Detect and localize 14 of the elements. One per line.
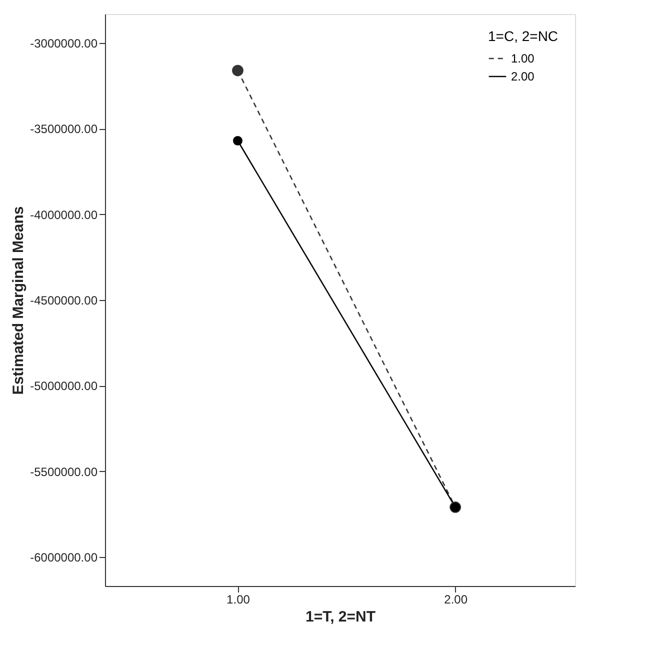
y-axis-title: Estimated Marginal Means [10, 206, 28, 395]
y-tick-label: -5500000.00 [30, 464, 98, 479]
y-tick-label: -5000000.00 [30, 379, 98, 394]
y-tick-label: -4000000.00 [30, 208, 98, 222]
y-tick-label: -6000000.00 [30, 550, 98, 564]
point [232, 64, 244, 76]
y-tick-label: -4500000.00 [30, 294, 98, 308]
y-tick-label: -3000000.00 [30, 36, 98, 51]
y-tick-label: -3500000.00 [30, 122, 98, 136]
legend-title: 1=C, 2=NC [488, 28, 558, 44]
legend-label: 1.00 [511, 52, 535, 66]
legend-label: 2.00 [511, 70, 535, 84]
point [232, 136, 242, 146]
x-axis-title: 1=T, 2=NT [305, 608, 376, 626]
